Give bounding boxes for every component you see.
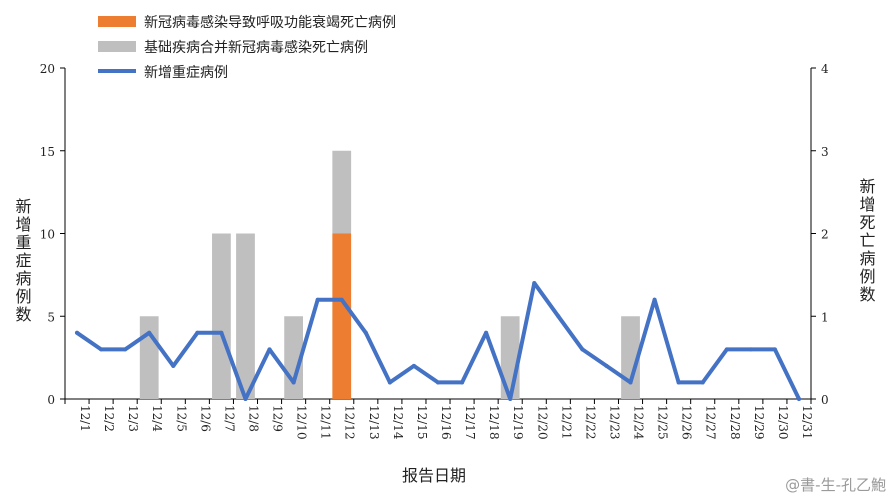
x-tick-label: 12/13 [367,405,381,440]
x-tick-label: 12/2 [102,405,116,432]
severe-cases-point [75,330,80,335]
severe-cases-point [195,330,200,335]
y-axis-right-title: 新增死亡病例数 [857,178,876,304]
x-tick-label: 12/14 [391,405,405,440]
x-tick-label: 12/6 [198,405,212,432]
right-tick-label: 3 [821,145,829,159]
severe-cases-point [676,380,681,385]
bar-comorbidity-deaths [332,150,352,234]
severe-cases-point [291,380,296,385]
severe-cases-point [171,363,176,368]
x-tick-label: 12/19 [511,405,525,440]
left-tick-label: 10 [40,228,55,242]
x-tick-label: 12/8 [246,405,260,432]
severe-cases-point [772,347,777,352]
x-tick-label: 12/29 [752,405,766,440]
severe-cases-point [219,330,224,335]
legend-label-comorbidity-deaths: 基础疾病合并新冠病毒感染死亡病例 [144,39,368,56]
severe-cases-point [243,397,248,401]
bar-respiratory-deaths [332,233,352,399]
severe-cases-point [700,380,705,385]
x-tick-label: 12/5 [174,405,188,432]
legend-label-respiratory-deaths: 新冠病毒感染导致呼吸功能衰竭死亡病例 [144,14,396,31]
severe-cases-point [123,347,128,352]
bar-comorbidity-deaths [236,233,255,399]
severe-cases-point [580,347,585,352]
severe-cases-point [147,330,152,335]
x-tick-label: 12/20 [535,405,549,440]
severe-cases-point [99,347,104,352]
x-tick-label: 12/12 [343,405,357,440]
legend-swatch-comorbidity-deaths [98,41,136,52]
severe-cases-point [508,397,513,401]
x-tick-label: 12/16 [439,405,453,440]
x-axis-ticks: 12/1 12/2 12/3 12/4 12/5 12/6 12/7 12/8 12/9 12/1… [64,399,814,440]
x-tick-label: 12/15 [415,405,429,440]
x-tick-label: 12/3 [126,405,140,432]
bar-comorbidity-deaths [139,316,159,399]
left-tick-label: 5 [47,310,55,324]
x-tick-label: 12/26 [680,405,694,440]
x-tick-label: 12/30 [776,405,790,440]
right-tick-label: 2 [821,228,829,242]
x-tick-label: 12/11 [319,405,333,440]
severe-cases-point [411,363,416,368]
y-axis-left-title: 新增重症病例数 [13,198,32,324]
bar-comorbidity-deaths [212,233,231,399]
severe-cases-point [387,380,392,385]
death-bars [139,150,640,399]
severe-cases-point [460,380,465,385]
severe-cases-point [532,281,537,286]
x-tick-label: 12/10 [295,405,309,440]
left-tick-label: 20 [40,62,55,76]
left-tick-label: 15 [40,145,55,159]
axes [64,68,812,400]
right-tick-label: 1 [821,310,829,324]
severe-cases-point [484,330,489,335]
severe-cases-point [652,297,657,302]
severe-cases-point [436,380,440,385]
right-axis-ticks: 0 1 2 3 4 [811,62,829,407]
severe-cases-point [628,380,633,385]
x-tick-label: 12/23 [607,405,621,440]
x-tick-label: 12/18 [487,405,501,440]
watermark: @書-生-孔乙鮑 [785,476,886,494]
x-tick-label: 12/4 [150,405,164,432]
x-tick-label: 12/27 [704,405,718,440]
left-axis-ticks: 0 5 10 15 20 [40,62,65,407]
x-tick-label: 12/28 [728,405,742,440]
x-tick-label: 12/25 [656,405,670,440]
severe-cases-point [796,397,801,401]
severe-cases-point [748,347,753,352]
right-tick-label: 0 [821,393,829,407]
right-tick-label: 4 [821,62,829,76]
x-tick-label: 12/1 [78,405,92,432]
legend-swatch-respiratory-deaths [98,16,136,27]
severe-cases-point [363,330,368,335]
severe-cases-point [339,297,344,302]
x-tick-label: 12/9 [271,405,285,432]
severe-cases-point [315,297,320,302]
x-tick-label: 12/21 [559,405,573,440]
severe-cases-point [556,314,561,319]
x-tick-label: 12/31 [800,405,814,440]
legend: 新冠病毒感染导致呼吸功能衰竭死亡病例 基础疾病合并新冠病毒感染死亡病例 新增重症… [98,14,396,81]
left-tick-label: 0 [47,393,55,407]
severe-cases-point [604,363,609,368]
x-tick-label: 12/17 [463,405,477,440]
x-tick-label: 12/24 [632,405,646,440]
severe-cases-point [267,347,272,352]
x-tick-label: 12/22 [583,405,597,440]
x-tick-label: 12/7 [222,405,236,432]
severe-cases-point [724,347,729,352]
x-axis-title: 报告日期 [402,466,466,485]
severe-cases-line-layer [75,281,801,401]
legend-label-severe-cases: 新增重症病例 [144,65,228,81]
